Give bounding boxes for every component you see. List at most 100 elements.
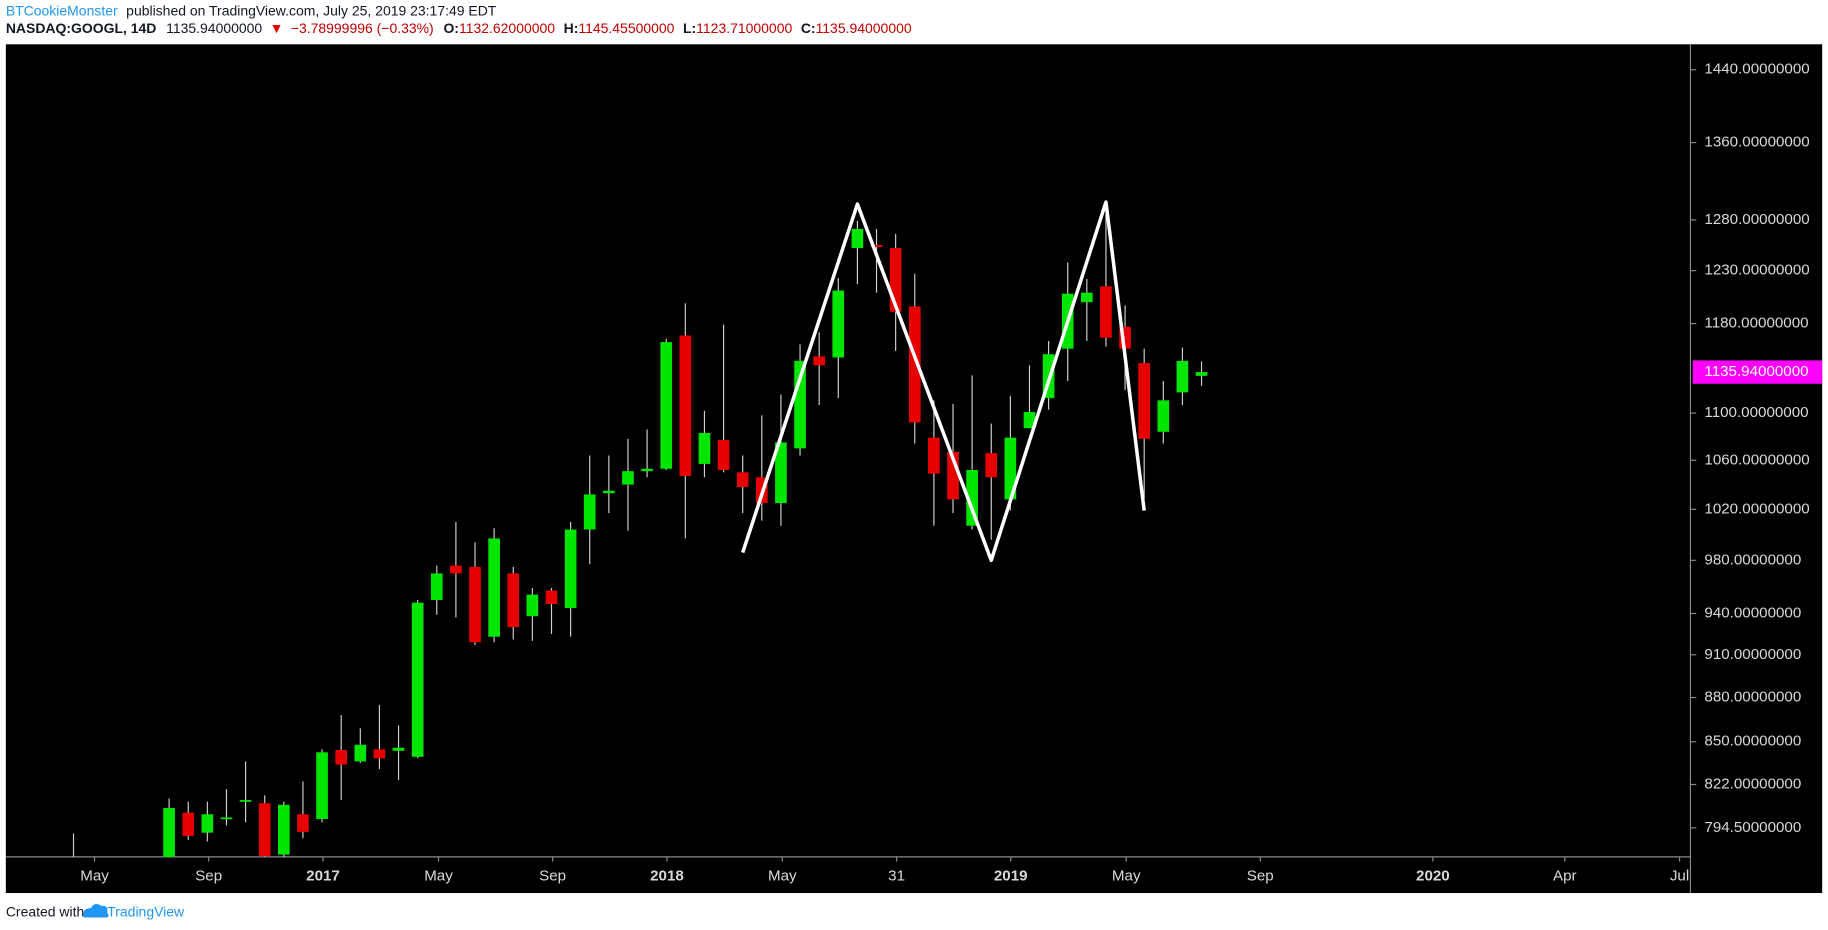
y-tick-label: 850.00000000 bbox=[1704, 733, 1801, 750]
candle-body bbox=[1157, 400, 1170, 432]
ohlc-key: L: bbox=[683, 20, 696, 36]
ohlc-value: 1123.71000000 bbox=[696, 20, 792, 36]
candle-body bbox=[1100, 286, 1112, 338]
candle-body bbox=[641, 468, 653, 472]
last-price-label: 1135.94000000 bbox=[1704, 363, 1808, 380]
y-tick-label: 1360.00000000 bbox=[1704, 134, 1809, 151]
x-tick-label: Sep bbox=[1247, 868, 1274, 885]
x-tick-label: Jul bbox=[1670, 868, 1689, 885]
candle-body bbox=[297, 814, 309, 832]
published: published on TradingView.com, July 25, 2… bbox=[126, 2, 497, 18]
candle-body bbox=[1119, 326, 1131, 349]
candle-body bbox=[201, 814, 214, 833]
candle-body bbox=[545, 590, 558, 605]
y-tick-label: 1280.00000000 bbox=[1704, 211, 1809, 228]
y-tick-label: 940.00000000 bbox=[1704, 604, 1801, 621]
candle-body bbox=[1138, 363, 1151, 439]
candle-body bbox=[488, 538, 500, 637]
x-tick-label: 2020 bbox=[1416, 868, 1450, 885]
candle-body bbox=[469, 566, 481, 643]
candle-body bbox=[1023, 411, 1036, 429]
change: −3.78999996 (−0.33%) bbox=[291, 20, 434, 36]
axes: 794.50000000 822.00000000 850.00000000 880.… bbox=[80, 61, 1823, 885]
plot-area bbox=[72, 200, 1208, 857]
candle-body bbox=[870, 245, 883, 248]
header-line: BTCookieMonster published on TradingView… bbox=[6, 2, 497, 18]
pattern-line bbox=[741, 200, 1146, 563]
x-tick-label: Sep bbox=[195, 868, 222, 885]
candle-body bbox=[775, 442, 787, 504]
footer-text: Created with bbox=[6, 904, 84, 920]
y-tick-label: 880.00000000 bbox=[1704, 689, 1801, 706]
x-tick-label: 2019 bbox=[994, 868, 1028, 885]
candle-body bbox=[583, 494, 596, 530]
y-tick-label: 1020.00000000 bbox=[1704, 500, 1809, 517]
candle-body bbox=[392, 747, 405, 751]
y-tick-label: 822.00000000 bbox=[1704, 775, 1801, 792]
x-tick-label: Apr bbox=[1553, 868, 1577, 885]
ohlc-key: H: bbox=[564, 20, 579, 36]
candle-body bbox=[1004, 437, 1017, 500]
ohlc-value: 1132.62000000 bbox=[459, 20, 555, 36]
x-tick-label: 31 bbox=[888, 868, 905, 885]
x-tick-label: 2017 bbox=[306, 868, 340, 885]
candle-body bbox=[411, 602, 424, 757]
candle-body bbox=[335, 750, 348, 765]
candle-body bbox=[679, 335, 692, 477]
candle-body bbox=[507, 573, 520, 628]
candle-body bbox=[258, 803, 271, 857]
y-tick-label: 1100.00000000 bbox=[1704, 404, 1808, 421]
candle-body bbox=[832, 290, 845, 358]
candle-body bbox=[794, 360, 806, 449]
candle-body bbox=[163, 807, 175, 857]
symbol: NASDAQ:GOOGL, 14D bbox=[6, 20, 157, 36]
candle-body bbox=[985, 453, 998, 478]
y-tick-label: 1180.00000000 bbox=[1704, 315, 1808, 332]
y-tick-label: 794.50000000 bbox=[1704, 819, 1801, 836]
x-tick-label: May bbox=[80, 868, 109, 885]
x-tick-label: May bbox=[1112, 868, 1141, 885]
x-tick-label: Sep bbox=[539, 868, 566, 885]
candle-body bbox=[736, 472, 749, 488]
x-tick-label: 2018 bbox=[650, 868, 684, 885]
candle-body bbox=[889, 248, 902, 312]
candle-body bbox=[373, 749, 386, 759]
ohlc-value: 1145.45500000 bbox=[578, 20, 674, 36]
candle-body bbox=[277, 804, 290, 855]
price: 1135.94000000 bbox=[166, 20, 262, 36]
candle-body bbox=[660, 342, 673, 469]
y-tick-label: 1060.00000000 bbox=[1704, 451, 1809, 468]
candle-body bbox=[1176, 360, 1189, 393]
candle-body bbox=[603, 490, 615, 494]
candle-body bbox=[947, 451, 959, 500]
y-tick-label: 1230.00000000 bbox=[1704, 262, 1809, 279]
candle-body bbox=[220, 817, 233, 820]
x-tick-label: May bbox=[768, 868, 797, 885]
candle-body bbox=[450, 565, 462, 574]
y-tick-label: 1440.00000000 bbox=[1704, 61, 1809, 78]
candle-body bbox=[813, 356, 825, 366]
candle-body bbox=[430, 573, 443, 600]
candle-body bbox=[564, 529, 577, 609]
tradingview-logo bbox=[83, 903, 109, 918]
candle-body bbox=[316, 752, 328, 820]
footer-brand[interactable]: TradingView bbox=[107, 904, 185, 920]
candle-body bbox=[851, 228, 864, 249]
candle-body bbox=[354, 744, 367, 762]
author[interactable]: BTCookieMonster bbox=[6, 2, 118, 18]
candle-body bbox=[622, 471, 634, 485]
ohlc-value: 1135.94000000 bbox=[816, 20, 912, 36]
arrow: ▼ bbox=[270, 20, 284, 36]
candle-body bbox=[928, 437, 940, 474]
candle-body bbox=[1195, 372, 1208, 376]
candle-body bbox=[1081, 292, 1093, 303]
ohlc-key: O: bbox=[443, 20, 459, 36]
candle-body bbox=[698, 432, 711, 464]
candle-body bbox=[966, 469, 978, 526]
ohlc-key: C: bbox=[801, 20, 816, 36]
y-tick-label: 910.00000000 bbox=[1704, 646, 1801, 663]
chart-background bbox=[5, 44, 1823, 894]
x-tick-label: May bbox=[424, 868, 453, 885]
y-tick-label: 980.00000000 bbox=[1704, 551, 1801, 568]
